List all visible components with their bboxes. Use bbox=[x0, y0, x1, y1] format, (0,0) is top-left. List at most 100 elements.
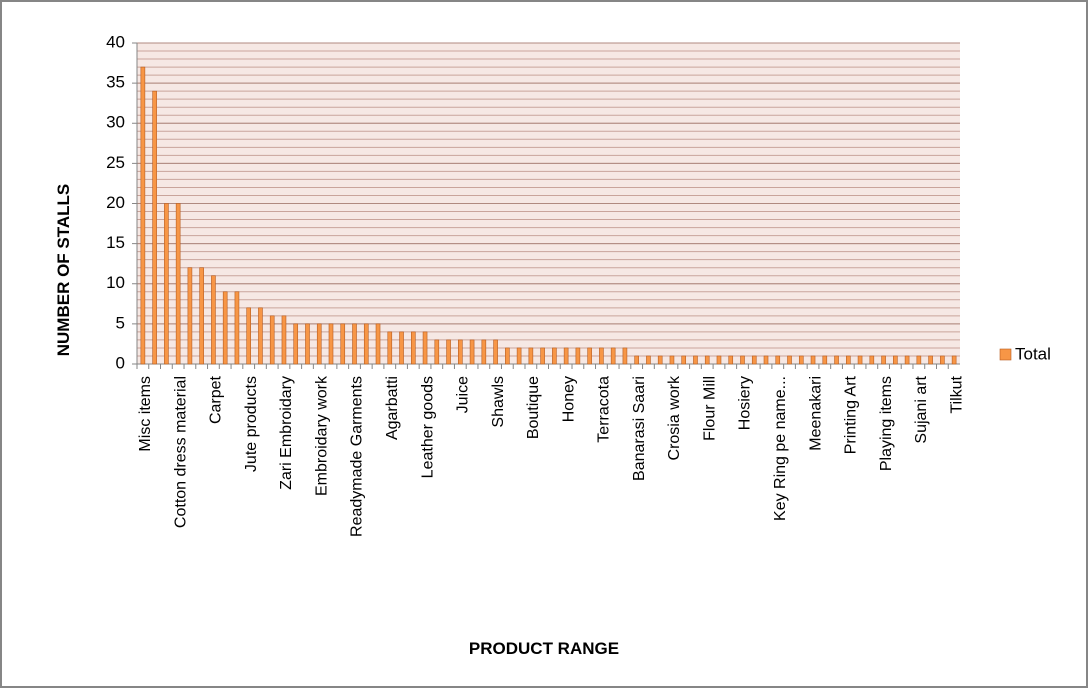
bar bbox=[434, 339, 440, 365]
bar bbox=[516, 347, 522, 365]
bar bbox=[704, 355, 710, 365]
bar bbox=[834, 355, 839, 365]
bar bbox=[164, 203, 169, 365]
bar bbox=[410, 331, 416, 365]
x-tick-label: Key Ring pe name... bbox=[772, 376, 789, 521]
bar bbox=[211, 275, 216, 365]
x-tick-label: Agarbatti bbox=[384, 376, 401, 440]
bar bbox=[469, 339, 475, 365]
bar bbox=[363, 323, 369, 365]
y-tick-label: 20 bbox=[106, 193, 125, 212]
x-tick-label: Jute products bbox=[243, 376, 260, 472]
y-tick-label: 10 bbox=[106, 273, 125, 292]
x-tick-label: Leather goods bbox=[419, 376, 436, 478]
bar bbox=[657, 355, 663, 365]
bar bbox=[187, 267, 193, 365]
bar bbox=[787, 355, 792, 365]
x-tick-label: Shawls bbox=[490, 376, 507, 428]
x-tick-label: Meenakari bbox=[807, 376, 824, 451]
x-tick-label: Cotton dress material bbox=[172, 376, 189, 528]
bar bbox=[258, 307, 263, 365]
x-tick-label: Banarasi Saari bbox=[631, 376, 648, 481]
bar bbox=[846, 355, 851, 365]
x-tick-label: Readymade Garments bbox=[349, 376, 366, 537]
bar bbox=[563, 347, 569, 365]
x-tick-label: Crosia work bbox=[666, 375, 683, 460]
bar bbox=[693, 355, 698, 365]
x-tick-label: Juice bbox=[455, 376, 472, 413]
bar bbox=[199, 267, 204, 365]
bar bbox=[328, 323, 334, 365]
bar bbox=[681, 355, 687, 365]
y-tick-label: 35 bbox=[106, 73, 125, 92]
bar bbox=[869, 355, 875, 365]
bar bbox=[775, 355, 781, 365]
x-tick-label: Flour Mill bbox=[701, 376, 718, 441]
bar bbox=[222, 291, 228, 365]
bar bbox=[493, 339, 498, 365]
x-tick-label: Tilkut bbox=[948, 375, 965, 413]
bar bbox=[505, 347, 510, 365]
x-tick-label: Carpet bbox=[208, 375, 225, 424]
bar bbox=[904, 355, 910, 365]
bar bbox=[857, 355, 863, 365]
y-tick-label: 15 bbox=[106, 233, 125, 252]
bar bbox=[175, 203, 181, 365]
x-tick-label: Playing items bbox=[878, 376, 895, 471]
bar bbox=[305, 323, 310, 365]
bar bbox=[446, 339, 451, 365]
bar bbox=[352, 323, 357, 365]
bar bbox=[422, 331, 428, 365]
x-tick-label: Honey bbox=[560, 376, 577, 422]
bar bbox=[669, 355, 675, 365]
x-tick-label: Zari Embroidary bbox=[278, 376, 295, 490]
bar bbox=[716, 355, 722, 365]
bar bbox=[528, 347, 534, 365]
bar bbox=[234, 291, 240, 365]
y-tick-label: 5 bbox=[116, 313, 125, 332]
bar bbox=[798, 355, 804, 365]
bar bbox=[740, 355, 745, 365]
x-tick-label: Misc items bbox=[137, 376, 154, 452]
bar bbox=[540, 347, 545, 365]
bar bbox=[951, 355, 957, 365]
bar bbox=[246, 307, 251, 365]
x-tick-label: Terracota bbox=[596, 376, 613, 443]
bar bbox=[316, 323, 322, 365]
bar bbox=[340, 323, 346, 365]
bar bbox=[610, 347, 616, 365]
bar bbox=[634, 355, 639, 365]
bar bbox=[152, 90, 157, 365]
bar bbox=[763, 355, 769, 365]
bar bbox=[940, 355, 945, 365]
bar bbox=[599, 347, 604, 365]
y-tick-label: 40 bbox=[106, 32, 125, 51]
y-tick-label: 0 bbox=[116, 353, 125, 372]
bar bbox=[587, 347, 592, 365]
bar bbox=[822, 355, 828, 365]
bar bbox=[375, 323, 381, 365]
legend-label: Total bbox=[1015, 344, 1051, 363]
bar bbox=[481, 339, 487, 365]
x-tick-label: Embroidary work bbox=[313, 375, 330, 496]
bar bbox=[140, 66, 146, 365]
legend-swatch bbox=[999, 348, 1012, 361]
bar bbox=[281, 315, 287, 365]
bar bbox=[622, 347, 628, 365]
bar bbox=[728, 355, 734, 365]
bar bbox=[575, 347, 581, 365]
x-tick-label: Sujani art bbox=[913, 375, 930, 443]
bar bbox=[458, 339, 463, 365]
y-tick-label: 30 bbox=[106, 113, 125, 132]
bar bbox=[387, 331, 393, 365]
bar bbox=[552, 347, 557, 365]
y-axis-title: NUMBER OF STALLS bbox=[54, 184, 73, 357]
x-axis-title: PRODUCT RANGE bbox=[469, 639, 619, 658]
x-tick-label: Boutique bbox=[525, 376, 542, 439]
bar bbox=[751, 355, 757, 365]
bar bbox=[399, 331, 404, 365]
bar bbox=[881, 355, 886, 365]
bar bbox=[810, 355, 816, 365]
bar bbox=[928, 355, 933, 365]
